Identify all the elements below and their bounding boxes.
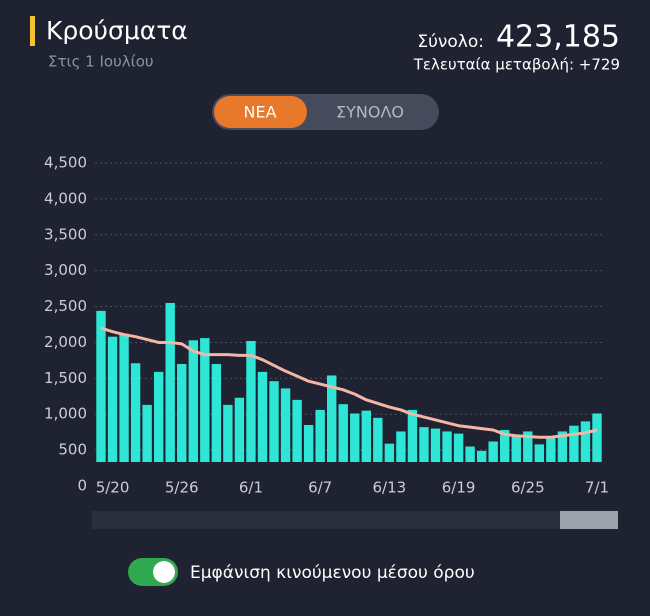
accent-bar [30, 16, 35, 46]
total-value: 423,185 [496, 20, 620, 55]
chart: 0 500 1,000 1,500 2,000 2,500 3,000 3,500 4,000 4… [44, 154, 609, 497]
y-tick-label: 1,500 [44, 369, 87, 387]
x-tick-label: 6/25 [511, 479, 545, 497]
subtitle: Στις 1 Ιουλίου [48, 53, 154, 71]
bar [430, 428, 441, 462]
bar [280, 388, 291, 462]
y-tick-label: 0 [77, 477, 87, 495]
bar [534, 444, 545, 462]
bar [546, 437, 556, 462]
bar [500, 430, 510, 462]
y-tick-label: 4,500 [44, 154, 87, 172]
y-tick-label: 3,500 [44, 225, 87, 243]
bar [234, 397, 245, 462]
bar [523, 431, 533, 462]
y-tick-label: 2,500 [44, 297, 87, 315]
bar [153, 371, 164, 462]
bar [188, 340, 198, 462]
bar [223, 404, 233, 462]
bar [326, 375, 337, 462]
bar [211, 363, 222, 462]
bar [338, 404, 348, 462]
bar [592, 413, 602, 462]
scrollbar-thumb[interactable] [560, 511, 618, 529]
bar [200, 338, 210, 462]
x-tick-label: 6/19 [442, 479, 476, 497]
tab-active[interactable] [214, 96, 307, 128]
x-tick-label: 6/13 [373, 479, 407, 497]
bar [396, 431, 406, 462]
x-tick-label: 5/26 [165, 479, 199, 497]
bar [130, 363, 141, 462]
bar [165, 302, 175, 462]
bar [350, 413, 360, 462]
bar [292, 399, 302, 462]
x-tick-label: 7/1 [585, 479, 609, 497]
bar [96, 310, 106, 462]
bar [303, 424, 314, 462]
toggle-knob[interactable] [153, 561, 175, 583]
bar [119, 333, 129, 462]
bar [453, 433, 464, 462]
bar [407, 409, 418, 462]
tab-total[interactable]: ΣΥΝΟΛΟ [336, 103, 404, 122]
bar [488, 441, 498, 462]
bar [465, 446, 475, 462]
change: Τελευταία μεταβολή: +729 [413, 56, 620, 74]
bar [246, 341, 256, 462]
tab-new[interactable]: ΝΕΑ [243, 103, 276, 122]
bar [177, 363, 187, 462]
y-tick-label: 500 [58, 441, 87, 459]
bar [361, 410, 372, 462]
x-tick-label: 5/20 [96, 479, 130, 497]
bar [557, 431, 568, 462]
bar [511, 435, 521, 462]
bar [419, 427, 429, 462]
bar [107, 336, 118, 462]
bar [315, 409, 325, 462]
y-tick-label: 4,000 [44, 189, 87, 207]
toggle-label: Εμφάνιση κινούμενου μέσου όρου [190, 563, 475, 583]
bar [476, 450, 487, 462]
bar [257, 371, 268, 462]
bar [580, 421, 591, 462]
x-tick-label: 6/7 [308, 479, 332, 497]
bar [442, 431, 452, 462]
moving-average-line [100, 326, 598, 439]
total-label: Σύνολο: [417, 32, 484, 52]
y-tick-label: 1,000 [44, 405, 87, 423]
bar [569, 425, 579, 462]
y-tick-label: 3,000 [44, 261, 87, 279]
bar [142, 404, 152, 462]
scrollbar-track [92, 511, 618, 529]
bar [373, 417, 383, 462]
title: Κρούσματα [46, 16, 188, 45]
bar [384, 443, 395, 462]
x-tick-label: 6/1 [239, 479, 263, 497]
bar [269, 381, 279, 462]
y-tick-label: 2,000 [44, 333, 87, 351]
